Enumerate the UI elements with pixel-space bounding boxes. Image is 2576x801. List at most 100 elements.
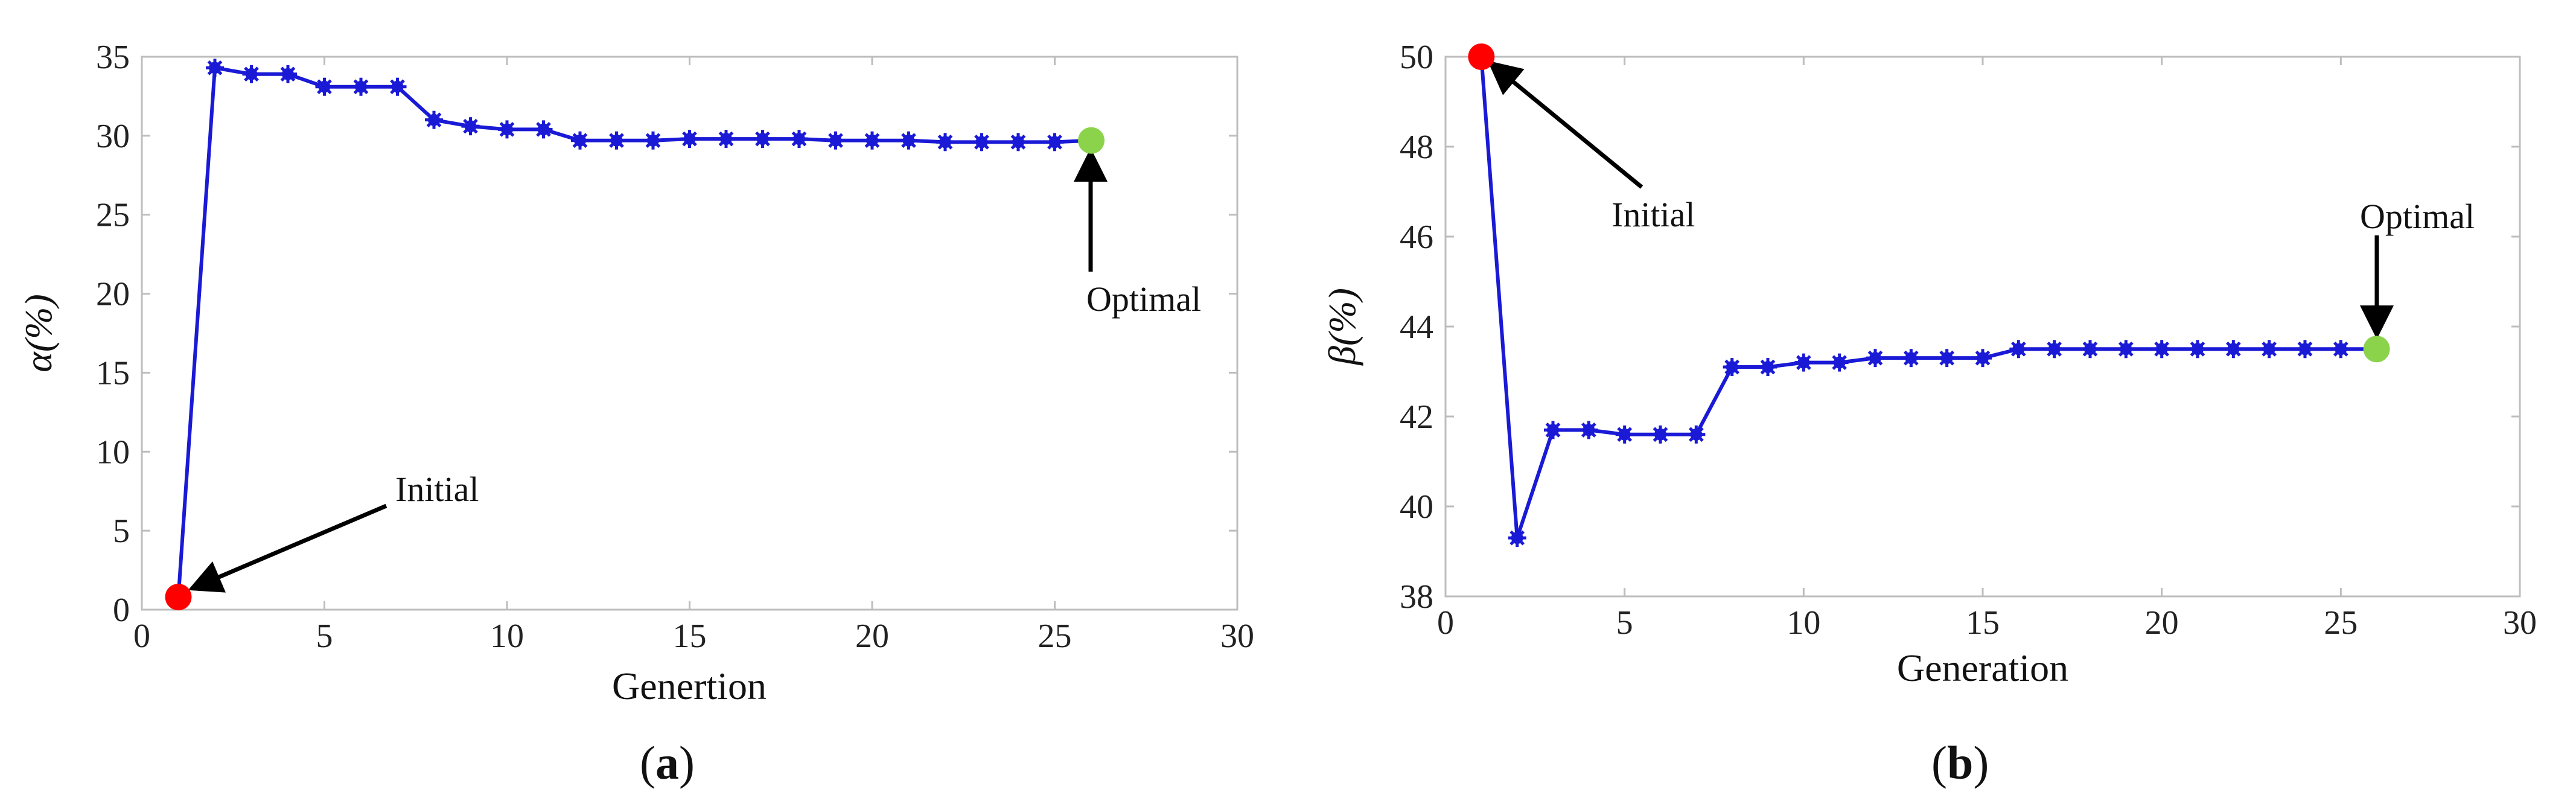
data-point-star (1047, 134, 1062, 150)
data-point-star (426, 112, 442, 128)
data-point-star (609, 133, 624, 148)
data-point (1651, 425, 1669, 444)
data-point-star (645, 133, 661, 148)
x-tick-label: 30 (1220, 618, 1254, 655)
data-point (1759, 358, 1777, 377)
optimal-point-marker (1078, 127, 1105, 154)
optimal-point-marker (2363, 336, 2390, 363)
data-point (1687, 425, 1706, 444)
data-point (2117, 340, 2135, 359)
x-tick-label: 5 (316, 618, 333, 655)
data-point-star (280, 66, 296, 82)
data-point-star (536, 122, 551, 137)
annotation-arrow (1487, 60, 1643, 189)
data-point (206, 59, 224, 77)
y-axis-label: β(%) (1321, 288, 1363, 366)
y-tick-label: 30 (96, 118, 130, 155)
data-point-star (864, 133, 880, 148)
data-point-star (1760, 359, 1776, 375)
data-point (1723, 358, 1741, 377)
panel-b: 0 5 10 15 20 25 30 38 40 42 44 46 48 50 Generation β(%)… (1321, 39, 2537, 789)
data-point-star (1939, 350, 1955, 366)
data-point-star (463, 118, 478, 134)
data-point (1045, 133, 1064, 152)
data-point-star (1510, 530, 1525, 546)
data-point (242, 65, 261, 83)
data-point (2332, 340, 2350, 359)
series-line (1479, 56, 2377, 540)
data-point (388, 77, 407, 96)
data-point (1866, 349, 1884, 368)
panel-caption: (b) (1931, 736, 1989, 789)
data-point (1902, 349, 1921, 368)
data-point-star (1688, 427, 1704, 442)
x-tick-label: 20 (2145, 604, 2179, 642)
data-point (425, 110, 443, 129)
x-axis-label: Generation (1897, 646, 2068, 689)
data-point (461, 117, 480, 136)
y-tick-label: 40 (1400, 488, 1433, 526)
data-point-star (244, 66, 259, 82)
data-point-star (2118, 341, 2134, 357)
x-tick-label: 5 (1616, 604, 1633, 642)
data-point (2009, 340, 2028, 359)
data-point (826, 131, 845, 150)
initial-annotation-label: Initial (395, 470, 479, 509)
data-point-star (937, 134, 953, 150)
data-point-star (317, 79, 332, 95)
data-point-star (2333, 341, 2348, 357)
data-point (571, 131, 589, 150)
data-point (972, 133, 991, 152)
data-point-star (2262, 341, 2277, 357)
data-point (680, 130, 699, 148)
data-point (644, 131, 662, 150)
x-tick-label: 25 (1038, 618, 1072, 655)
data-point (1974, 349, 1992, 368)
data-point (2189, 340, 2207, 359)
data-point (498, 120, 516, 139)
y-tick-label: 35 (96, 39, 130, 76)
optimal-annotation-label: Optimal (2360, 197, 2475, 236)
data-point (2260, 340, 2278, 359)
data-point-star (974, 134, 989, 150)
y-tick-label: 38 (1400, 578, 1433, 616)
data-point-star (2082, 341, 2098, 357)
data-point-star (1867, 350, 1883, 366)
data-point (607, 131, 626, 150)
y-axis-label: α(%) (17, 294, 60, 372)
data-point (2224, 340, 2243, 359)
data-point (1544, 421, 1562, 439)
data-point (1794, 353, 1813, 372)
data-point-star (755, 131, 770, 147)
data-point (899, 131, 918, 150)
data-point-star (718, 131, 734, 147)
data-point-star (828, 133, 843, 148)
y-tick-label: 0 (113, 592, 130, 629)
panel-a: 0 5 10 15 20 25 30 0 5 10 15 20 25 30 35 Genertion α(%) I… (17, 39, 1254, 789)
data-point (1615, 425, 1634, 444)
x-tick-label: 20 (855, 618, 889, 655)
data-point (753, 130, 772, 148)
data-point (1009, 133, 1027, 152)
x-tick-label: 10 (1787, 604, 1820, 642)
data-point-star (1832, 355, 1848, 370)
data-point-star (2190, 341, 2205, 357)
y-tick-label: 20 (96, 276, 130, 313)
initial-point-marker (1468, 43, 1495, 70)
data-point-star (1617, 427, 1633, 442)
y-tick-label: 5 (113, 512, 130, 550)
y-tick-label: 15 (96, 354, 130, 392)
data-point (352, 77, 370, 96)
data-point-star (1545, 422, 1561, 438)
data-point-star (1653, 427, 1668, 442)
x-tick-label: 30 (2503, 604, 2537, 642)
data-point-star (1724, 359, 1740, 375)
data-point (315, 77, 334, 96)
series-line (176, 66, 1092, 598)
data-point-star (1903, 350, 1919, 366)
data-point (1508, 529, 1526, 547)
data-point (534, 120, 553, 139)
y-tick-label: 46 (1400, 219, 1433, 256)
data-point-star (207, 60, 223, 75)
